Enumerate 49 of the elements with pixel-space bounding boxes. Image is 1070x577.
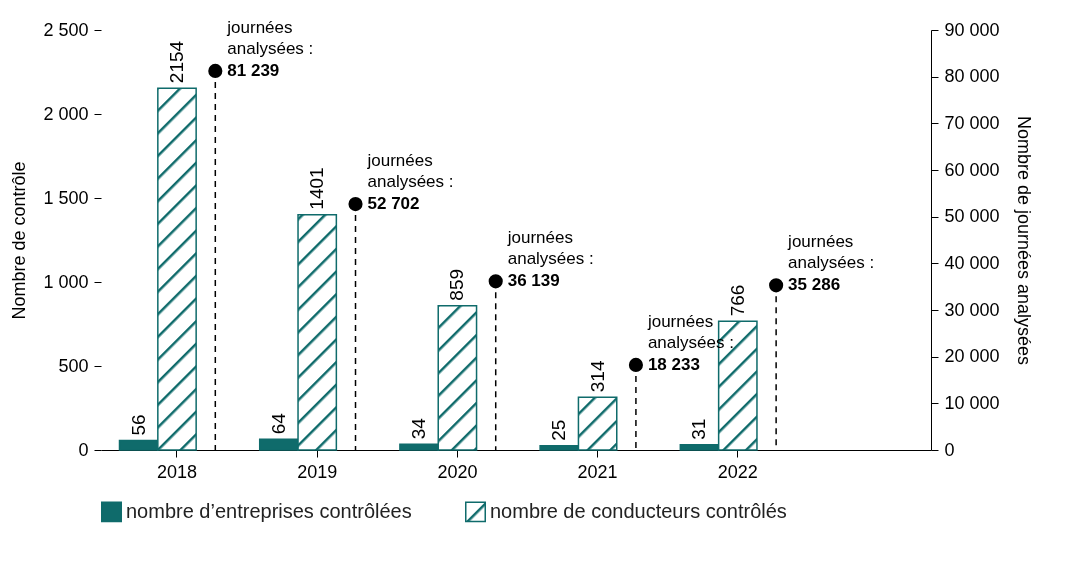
legend-label: nombre de conducteurs contrôlés xyxy=(490,499,787,522)
point xyxy=(208,63,223,78)
point xyxy=(769,278,784,293)
data-label: 2154 xyxy=(165,40,187,84)
y2-tick-label: 70 000 xyxy=(944,112,1000,133)
legend-label: nombre d’entreprises contrôlées xyxy=(126,499,412,522)
data-label: 859 xyxy=(446,268,468,301)
y2-tick-label: 60 000 xyxy=(944,159,1000,180)
y-tick-label: 2 500 xyxy=(43,19,89,40)
y2-tick-label: 10 000 xyxy=(944,392,1000,413)
y2-tick-label: 20 000 xyxy=(944,346,1000,367)
y-axis-title: Nombre de contrôle xyxy=(9,161,30,320)
data-label: 1401 xyxy=(306,167,328,210)
data-label: 314 xyxy=(586,360,608,393)
annotation: journées analysées : xyxy=(787,232,875,273)
data-label: 52 702 xyxy=(367,194,420,214)
data-label: 25 xyxy=(548,419,570,441)
y2-tick-label: 0 xyxy=(944,439,955,460)
annotation: journées analysées : xyxy=(226,17,314,58)
y2-tick-label: 80 000 xyxy=(944,66,1000,87)
data-label: 56 xyxy=(127,414,149,436)
annotation: journées analysées : xyxy=(506,228,594,269)
point xyxy=(628,357,643,372)
x-tick-label: 2018 xyxy=(156,461,198,482)
data-label: 766 xyxy=(726,284,748,317)
x-tick-label: 2022 xyxy=(717,461,758,482)
data-label: 64 xyxy=(267,412,289,435)
y2-tick-label: 90 000 xyxy=(944,19,1000,40)
annotation: journées analysées : xyxy=(366,151,454,192)
y2-tick-label: 30 000 xyxy=(944,299,1000,320)
y-tick-label: 1 000 xyxy=(43,271,89,292)
data-label: 18 233 xyxy=(647,354,700,374)
y-tick-label: 0 xyxy=(78,439,89,460)
y2-tick-label: 40 000 xyxy=(944,252,1000,273)
y-tick-label: 500 xyxy=(58,355,89,376)
data-label: 81 239 xyxy=(227,60,280,80)
x-tick-label: 2020 xyxy=(437,461,478,482)
point xyxy=(348,197,363,212)
y-tick-label: 2 000 xyxy=(43,103,89,124)
data-label: 36 139 xyxy=(507,271,560,291)
data-label: 31 xyxy=(688,418,710,440)
x-tick-label: 2019 xyxy=(297,461,338,482)
data-label: 35 286 xyxy=(788,275,841,295)
x-tick-label: 2021 xyxy=(577,461,618,482)
y2-tick-label: 50 000 xyxy=(944,206,1000,227)
y-tick-label: 1 500 xyxy=(43,187,89,208)
y2-axis-title: Nombre de journées analysées xyxy=(1013,115,1034,366)
data-label: 34 xyxy=(408,417,430,440)
point xyxy=(488,274,503,289)
